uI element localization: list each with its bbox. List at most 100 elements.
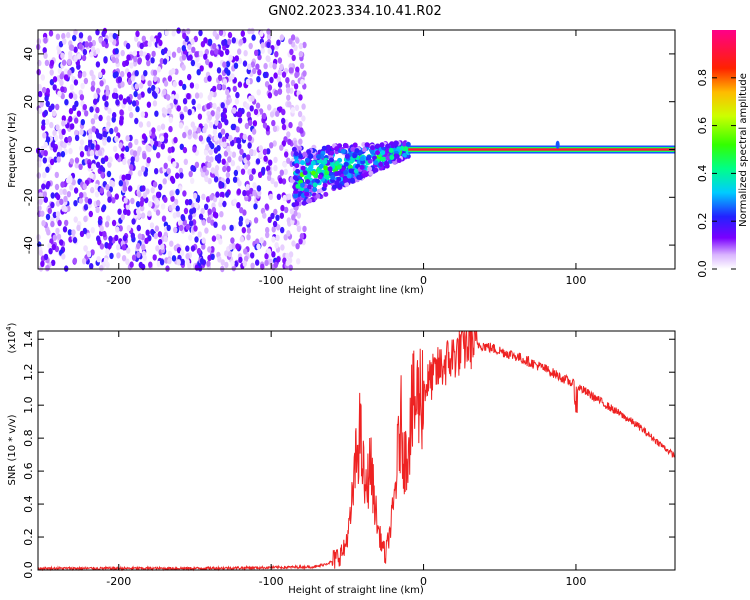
heatmap-cell (256, 243, 261, 250)
heatmap-cell (129, 261, 134, 268)
heatmap-cell (192, 132, 197, 139)
heatmap-cell (238, 38, 244, 46)
heatmap-cell (50, 220, 55, 228)
heatmap-cell (72, 237, 78, 244)
heatmap-cell (224, 132, 230, 140)
heatmap-cell (218, 29, 224, 36)
heatmap-cell (187, 43, 192, 51)
snr-x-ticks: -200 -100 0 100 (106, 331, 586, 588)
heatmap-cell (237, 143, 242, 150)
heatmap-cell (194, 201, 199, 209)
heatmap-cell (149, 222, 155, 229)
heatmap-cell (67, 69, 72, 76)
heatmap-cell (285, 252, 290, 260)
heatmap-cell (84, 110, 89, 117)
heatmap-cell (208, 61, 213, 68)
heatmap-cell (55, 193, 61, 201)
heatmap-cell (287, 138, 292, 146)
heatmap-cell (220, 115, 226, 123)
heatmap-cell (222, 141, 227, 148)
heatmap-cell (138, 82, 144, 89)
heatmap-cell (295, 243, 300, 250)
heatmap-cell (278, 177, 283, 184)
heatmap-cell (68, 108, 74, 115)
heatmap-cell (156, 152, 161, 159)
heatmap-cell (171, 67, 176, 75)
heatmap-cell (175, 205, 180, 212)
heatmap-cell (213, 135, 219, 142)
heatmap-cell (246, 227, 252, 234)
heatmap-cell (308, 153, 314, 159)
heatmap-cell (203, 149, 209, 156)
heatmap-cell (231, 264, 236, 272)
heatmap-cell (89, 69, 94, 77)
heatmap-cell (127, 78, 132, 86)
heatmap-cell (173, 198, 179, 205)
snr-x-axis-label: Height of straight line (km) (288, 585, 424, 596)
heatmap-cell (294, 104, 300, 112)
heatmap-cell (361, 147, 367, 153)
heatmap-cell (246, 234, 251, 241)
heatmap-cell (163, 162, 168, 169)
heatmap-cell (52, 146, 58, 153)
heatmap-cell (217, 74, 223, 82)
heatmap-cell (104, 100, 109, 108)
heatmap-cell (334, 180, 340, 186)
heatmap-cell (104, 155, 109, 162)
heatmap-cell (128, 185, 133, 192)
heatmap-cell (93, 93, 98, 100)
heatmap-cell (268, 193, 273, 200)
heatmap-cell (273, 261, 279, 269)
heatmap-cell (145, 54, 150, 61)
heatmap-cell (143, 70, 148, 77)
heatmap-cell (172, 81, 177, 88)
heatmap-cell (63, 206, 68, 213)
heatmap-cell (265, 226, 270, 234)
heatmap-cell (271, 236, 276, 243)
heatmap-cell (140, 165, 146, 172)
heatmap-cell (286, 94, 291, 101)
heatmap-cell (96, 132, 101, 139)
heatmap-cell (79, 94, 85, 101)
heatmap-cell (216, 67, 222, 74)
heatmap-cell (96, 199, 101, 207)
heatmap-cell (52, 76, 58, 83)
heatmap-cell (207, 94, 212, 101)
heatmap-cell (248, 174, 254, 181)
heatmap-cell (236, 202, 241, 209)
heatmap-cell (121, 244, 127, 251)
heatmap-cell (181, 64, 186, 71)
heatmap-cell (81, 54, 87, 62)
heatmap-cell (112, 145, 118, 152)
spectral-spur (555, 140, 560, 149)
heatmap-cell (251, 128, 257, 135)
heatmap-cell (71, 179, 76, 186)
heatmap-cell (83, 215, 88, 223)
heatmap-cell (147, 210, 152, 217)
heatmap-cell (221, 224, 227, 231)
heatmap-cell (221, 83, 227, 91)
heatmap-cell (242, 60, 248, 67)
heatmap-cell (295, 183, 301, 189)
snr-y-ticks: 0.0 0.2 0.4 0.6 0.8 1.0 1.2 1.4 (22, 330, 675, 579)
y-tick-label: 0.6 (22, 462, 35, 480)
heatmap-cell (40, 210, 45, 217)
heatmap-cell (301, 200, 307, 206)
heatmap-cell (120, 70, 125, 78)
heatmap-cell (227, 31, 233, 39)
heatmap-cell (61, 115, 66, 122)
heatmap-cell (205, 196, 211, 203)
y-tick-label: -40 (22, 236, 35, 254)
heatmap-cell (274, 242, 279, 249)
heatmap-cell (213, 176, 219, 183)
heatmap-cell (70, 123, 75, 130)
heatmap-cell (160, 123, 166, 130)
heatmap-cell (187, 262, 192, 270)
heatmap-cell (88, 41, 93, 49)
heatmap-cell (57, 90, 62, 97)
heatmap-cell (220, 102, 225, 109)
heatmap-cell (102, 139, 107, 146)
heatmap-cell (109, 252, 114, 260)
heatmap-cell (311, 170, 316, 176)
heatmap-cell (218, 238, 223, 245)
